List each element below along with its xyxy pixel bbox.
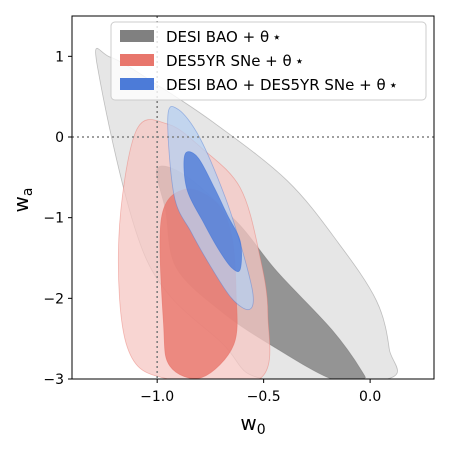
x-tick-label: 0.0 (359, 389, 381, 405)
legend-label: DESI BAO + θ ⋆ (166, 28, 282, 46)
y-tick-label: −2 (43, 291, 64, 307)
legend-swatch (120, 54, 154, 66)
legend-swatch (120, 78, 154, 90)
y-tick-label: 1 (55, 49, 64, 65)
legend-label: DESI BAO + DES5YR SNe + θ ⋆ (166, 76, 398, 94)
y-axis-ticks: 1 0 −1 −2 −3 (43, 49, 72, 388)
contour-layer (95, 47, 398, 379)
x-tick-label: −0.5 (247, 389, 281, 405)
y-tick-label: −1 (43, 211, 64, 227)
y-tick-label: 0 (55, 130, 64, 146)
series-2-inner-contour (183, 151, 242, 272)
legend-frame (110, 21, 427, 101)
legend-label: DES5YR SNe + θ ⋆ (166, 52, 304, 70)
x-tick-label: −1.0 (140, 389, 174, 405)
x-axis-ticks: −1.0 −0.5 0.0 (140, 379, 381, 405)
legend: DESI BAO + θ ⋆ DES5YR SNe + θ ⋆ DESI BAO +… (110, 21, 427, 101)
legend-swatch (120, 30, 154, 42)
y-tick-label: −3 (43, 372, 64, 388)
x-axis-label: w0 (240, 411, 265, 438)
y-axis-label: wa (9, 188, 36, 213)
plot-frame (71, 15, 435, 380)
